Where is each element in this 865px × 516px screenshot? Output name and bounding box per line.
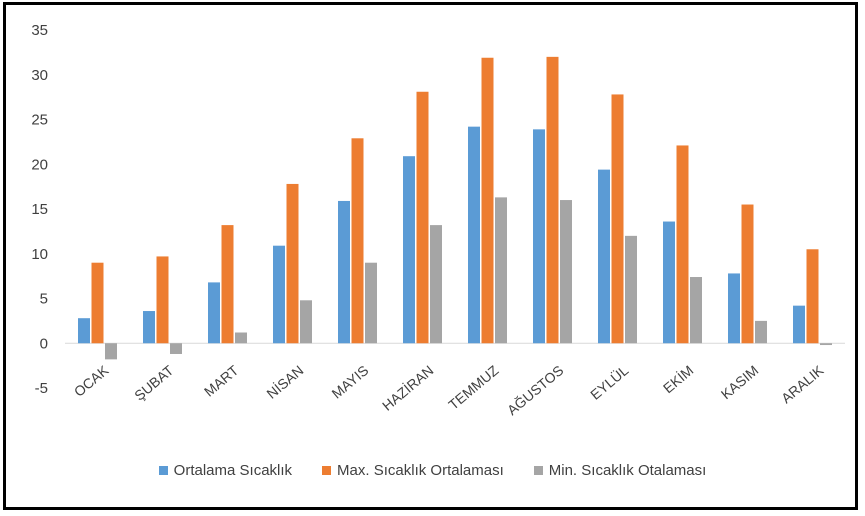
legend-item: Ortalama Sıcaklık bbox=[158, 462, 293, 479]
bar bbox=[235, 332, 247, 344]
legend-swatch bbox=[158, 466, 168, 475]
bar bbox=[416, 91, 429, 344]
y-tick-label: 25 bbox=[31, 112, 48, 129]
bar bbox=[533, 129, 545, 344]
bar bbox=[170, 343, 182, 354]
bar bbox=[105, 343, 117, 360]
x-category-label: HAZİRAN bbox=[378, 361, 436, 414]
bar bbox=[286, 183, 299, 344]
bar bbox=[741, 204, 754, 344]
legend-item: Max. Sıcaklık Ortalaması bbox=[322, 462, 504, 479]
bar bbox=[156, 256, 169, 344]
bar bbox=[351, 138, 364, 344]
x-category-label: EKİM bbox=[659, 361, 696, 396]
y-tick-label: 0 bbox=[40, 335, 48, 352]
y-axis: 35 30 25 20 15 10 5 0 -5 bbox=[31, 22, 48, 397]
bar-series bbox=[78, 56, 832, 360]
bar bbox=[560, 200, 572, 344]
y-tick-label: 20 bbox=[31, 156, 48, 173]
bar bbox=[338, 200, 350, 344]
bar bbox=[820, 343, 832, 346]
x-category-label: ARALIK bbox=[778, 362, 827, 407]
bar bbox=[481, 57, 494, 344]
x-axis: OCAK ŞUBAT MART NİSAN MAYIS HAZİRAN TEMMUZ AĞUS… bbox=[71, 361, 827, 418]
bar bbox=[755, 320, 767, 344]
bar bbox=[221, 225, 234, 344]
bar bbox=[468, 126, 480, 344]
legend-swatch bbox=[533, 466, 543, 475]
bar bbox=[430, 225, 442, 344]
y-tick-label: 10 bbox=[31, 246, 48, 263]
bar bbox=[690, 277, 702, 344]
bar bbox=[728, 273, 740, 344]
y-tick-label: -5 bbox=[35, 380, 48, 397]
bar bbox=[403, 156, 415, 344]
y-tick-label: 30 bbox=[31, 67, 48, 84]
x-category-label: TEMMUZ bbox=[445, 362, 501, 413]
x-category-label: EYLÜL bbox=[587, 361, 632, 403]
bar bbox=[495, 197, 507, 344]
legend-label: Max. Sıcaklık Ortalaması bbox=[337, 462, 504, 479]
bar bbox=[365, 262, 377, 344]
bar bbox=[793, 305, 805, 344]
y-tick-label: 35 bbox=[31, 22, 48, 39]
x-category-label: MAYIS bbox=[329, 362, 372, 402]
x-category-label: KASIM bbox=[718, 362, 762, 402]
bar bbox=[273, 245, 285, 344]
x-category-label: NİSAN bbox=[263, 361, 307, 402]
bar bbox=[598, 169, 610, 344]
legend-label: Min. Sıcaklık Otalaması bbox=[548, 462, 707, 479]
bar bbox=[806, 249, 819, 344]
bar bbox=[91, 262, 104, 344]
bar bbox=[546, 56, 559, 344]
legend-label: Ortalama Sıcaklık bbox=[173, 462, 293, 479]
bar bbox=[300, 300, 312, 344]
bar bbox=[78, 318, 90, 344]
bar bbox=[143, 311, 155, 344]
x-category-label: AĞUSTOS bbox=[504, 362, 567, 418]
bar bbox=[611, 94, 624, 344]
legend-item: Min. Sıcaklık Otalaması bbox=[533, 462, 707, 479]
bar bbox=[208, 282, 220, 344]
bar bbox=[663, 221, 675, 344]
legend: Ortalama Sıcaklık Max. Sıcaklık Ortalamas… bbox=[0, 462, 865, 479]
bar bbox=[676, 145, 689, 344]
bar bbox=[625, 235, 637, 344]
y-tick-label: 15 bbox=[31, 201, 48, 218]
y-tick-label: 5 bbox=[40, 291, 48, 308]
x-category-label: MART bbox=[201, 362, 242, 400]
legend-swatch bbox=[322, 466, 332, 475]
x-category-label: ŞUBAT bbox=[131, 362, 177, 404]
x-category-label: OCAK bbox=[71, 362, 112, 400]
